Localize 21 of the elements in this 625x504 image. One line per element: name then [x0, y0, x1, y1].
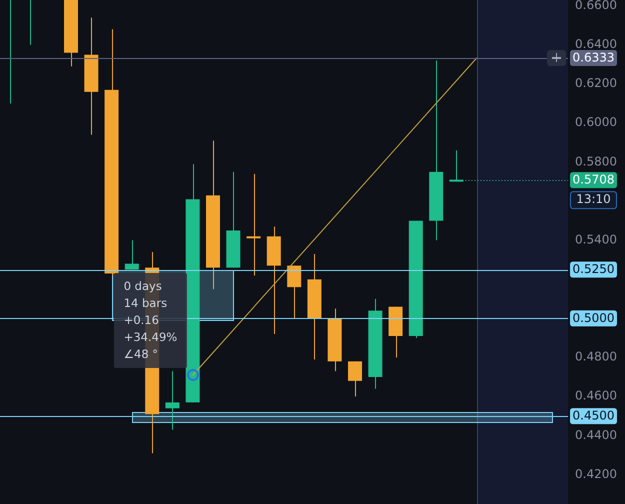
ref-line-label: 0.5250	[572, 262, 614, 276]
annotation: 14 bars	[124, 295, 168, 312]
y-tick-label: 0.6600	[575, 0, 617, 12]
y-tick-label: 0.4600	[575, 388, 617, 403]
y-tick-label: 0.4800	[575, 350, 617, 364]
ref-line-label: 0.5708	[572, 172, 614, 187]
ref-line-label: 0.4500	[572, 408, 614, 423]
y-tick-label: 0.6400	[575, 37, 617, 52]
y-tick-label: 0.4200	[575, 466, 617, 481]
ref-line-label: 0.6333	[572, 50, 614, 65]
annotation: +34.49%	[124, 329, 178, 346]
y-tick-label: 0.6000	[575, 115, 617, 130]
y-tick-label: 0.6200	[575, 76, 617, 90]
annotation: ∠48 °	[124, 346, 160, 364]
y-tick-label: 0.5800	[575, 154, 617, 168]
annotation: +0.16	[124, 312, 160, 330]
y-tick-label: 0.4400	[575, 428, 617, 442]
ref-line-label: 0.5000	[572, 311, 614, 326]
annotation: 0 days	[124, 278, 163, 296]
y-tick-label: 0.5400	[575, 232, 617, 246]
text: 13:10	[576, 192, 611, 206]
